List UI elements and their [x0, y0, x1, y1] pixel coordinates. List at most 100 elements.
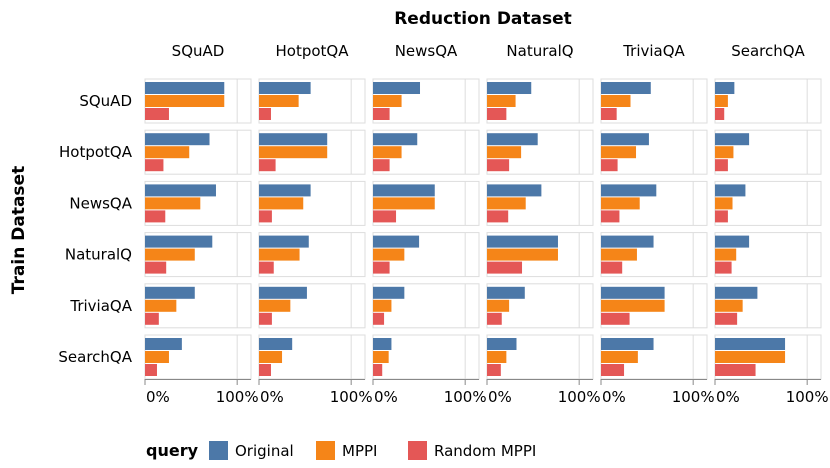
panel-newsqa-searchqa: [714, 180, 822, 226]
bar-original-newsqa-triviaqa: [601, 184, 657, 197]
bar-random-mppi-hotpotqa-naturalq: [487, 159, 510, 172]
bar-mppi-squad-searchqa: [715, 95, 728, 107]
bar-mppi-naturalq-newsqa: [373, 248, 405, 261]
bar-original-searchqa-newsqa: [373, 338, 392, 350]
panel-searchqa-squad: [144, 334, 252, 380]
panel-naturalq-naturalq: [486, 232, 594, 278]
tick-label: 100%: [672, 388, 715, 406]
bar-original-triviaqa-naturalq: [487, 286, 525, 299]
bar-original-naturalq-squad: [145, 235, 213, 248]
bar-random-mppi-triviaqa-newsqa: [373, 312, 385, 325]
tick-label: 100%: [786, 388, 829, 406]
legend-swatch: [316, 441, 335, 460]
bar-original-hotpotqa-triviaqa: [601, 133, 649, 146]
bar-random-mppi-newsqa-naturalq: [487, 210, 509, 223]
bar-original-newsqa-naturalq: [487, 184, 542, 197]
bar-random-mppi-squad-newsqa: [373, 108, 390, 120]
tick-label: 0%: [374, 388, 398, 406]
bar-mppi-triviaqa-searchqa: [715, 299, 743, 312]
tick-label: 0%: [146, 388, 170, 406]
bar-original-newsqa-hotpotqa: [259, 184, 311, 197]
bar-mppi-hotpotqa-naturalq: [487, 146, 522, 159]
legend: query Original MPPI Random MPPI: [146, 441, 536, 460]
bar-original-squad-searchqa: [715, 82, 735, 94]
bar-original-searchqa-triviaqa: [601, 338, 654, 350]
row-label-naturalq: NaturalQ: [65, 246, 132, 264]
bar-random-mppi-naturalq-squad: [145, 261, 167, 274]
panel-squad-searchqa: [714, 78, 822, 124]
bar-random-mppi-naturalq-hotpotqa: [259, 261, 274, 274]
bar-random-mppi-hotpotqa-searchqa: [715, 159, 728, 172]
bar-original-hotpotqa-newsqa: [373, 133, 418, 146]
bar-original-naturalq-triviaqa: [601, 235, 654, 248]
bar-mppi-triviaqa-squad: [145, 299, 177, 312]
bar-random-mppi-newsqa-newsqa: [373, 210, 397, 223]
column-label-squad: SQuAD: [172, 42, 225, 60]
row-label-squad: SQuAD: [79, 92, 132, 110]
bar-original-squad-hotpotqa: [259, 82, 311, 94]
bar-mppi-searchqa-hotpotqa: [259, 351, 283, 363]
bar-original-squad-newsqa: [373, 82, 421, 94]
bar-random-mppi-searchqa-searchqa: [715, 364, 756, 376]
x-axis-squad: 0% 100%: [144, 379, 259, 406]
bar-original-squad-naturalq: [487, 82, 532, 94]
row-label-newsqa: NewsQA: [69, 194, 132, 212]
legend-label: MPPI: [342, 442, 377, 460]
bar-random-mppi-hotpotqa-newsqa: [373, 159, 390, 172]
panel-naturalq-searchqa: [714, 232, 822, 278]
panel-squad-hotpotqa: [258, 78, 366, 124]
bar-mppi-squad-triviaqa: [601, 95, 631, 107]
panel-hotpotqa-squad: [144, 129, 252, 175]
panel-triviaqa-newsqa: [372, 283, 480, 329]
tick-label: 0%: [260, 388, 284, 406]
bar-original-searchqa-searchqa: [715, 338, 786, 350]
bar-mppi-searchqa-squad: [145, 351, 169, 363]
bar-mppi-squad-naturalq: [487, 95, 516, 107]
bar-random-mppi-newsqa-searchqa: [715, 210, 728, 223]
chart-title: Reduction Dataset: [394, 9, 572, 29]
bar-mppi-searchqa-newsqa: [373, 351, 389, 363]
legend-item-mppi: MPPI: [316, 441, 377, 460]
legend-swatch: [408, 441, 427, 460]
tick-label: 100%: [558, 388, 601, 406]
bar-random-mppi-naturalq-naturalq: [487, 261, 523, 274]
row-label-hotpotqa: HotpotQA: [59, 143, 133, 161]
bar-original-newsqa-searchqa: [715, 184, 746, 197]
bar-mppi-newsqa-triviaqa: [601, 197, 640, 210]
bar-random-mppi-hotpotqa-hotpotqa: [259, 159, 276, 172]
bar-random-mppi-squad-searchqa: [715, 108, 725, 120]
bar-original-squad-triviaqa: [601, 82, 651, 94]
column-label-triviaqa: TriviaQA: [622, 42, 685, 60]
panel-squad-squad: [144, 78, 252, 124]
bar-mppi-hotpotqa-hotpotqa: [259, 146, 328, 159]
column-labels: SQuAD HotpotQA NewsQA NaturalQ TriviaQA Searc…: [172, 42, 806, 60]
bar-mppi-newsqa-newsqa: [373, 197, 435, 210]
bar-random-mppi-triviaqa-triviaqa: [601, 312, 630, 325]
panel-triviaqa-hotpotqa: [258, 283, 366, 329]
x-axis-triviaqa: 0% 100%: [600, 379, 715, 406]
bar-mppi-newsqa-squad: [145, 197, 201, 210]
legend-item-original: Original: [209, 441, 294, 460]
panel-hotpotqa-naturalq: [486, 129, 594, 175]
x-axis-naturalq: 0% 100%: [486, 379, 601, 406]
panel-naturalq-squad: [144, 232, 252, 278]
bar-mppi-hotpotqa-squad: [145, 146, 190, 159]
tick-label: 0%: [716, 388, 740, 406]
bar-random-mppi-searchqa-squad: [145, 364, 157, 376]
panel-searchqa-triviaqa: [600, 334, 708, 380]
panel-newsqa-squad: [144, 180, 252, 226]
bar-original-squad-squad: [145, 82, 225, 94]
bar-original-naturalq-hotpotqa: [259, 235, 309, 248]
bar-random-mppi-squad-hotpotqa: [259, 108, 271, 120]
bar-original-hotpotqa-naturalq: [487, 133, 538, 146]
panel-squad-naturalq: [486, 78, 594, 124]
bar-mppi-squad-squad: [145, 95, 225, 107]
bar-mppi-searchqa-triviaqa: [601, 351, 638, 363]
panel-triviaqa-squad: [144, 283, 252, 329]
bar-random-mppi-searchqa-naturalq: [487, 364, 501, 376]
bar-mppi-newsqa-hotpotqa: [259, 197, 304, 210]
y-axis-title: Train Dataset: [9, 166, 29, 294]
panel-naturalq-triviaqa: [600, 232, 708, 278]
bar-mppi-triviaqa-triviaqa: [601, 299, 665, 312]
legend-item-random-mppi: Random MPPI: [408, 441, 536, 460]
